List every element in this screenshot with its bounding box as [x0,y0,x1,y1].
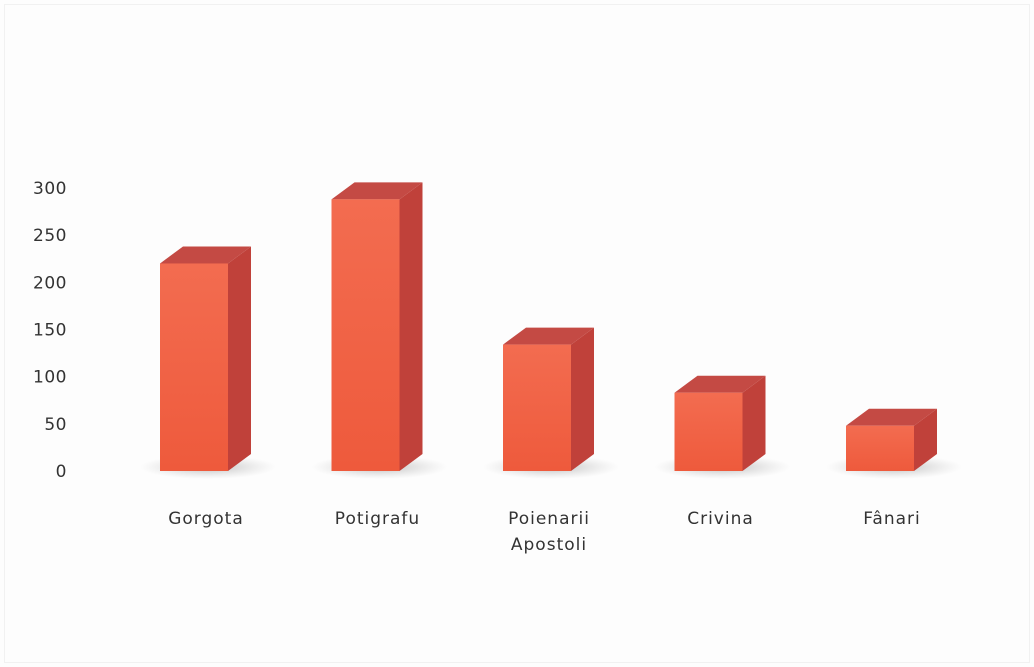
bar [140,246,276,479]
bar [311,182,448,479]
x-tick-label: Gorgota [168,509,244,529]
bar-side [742,375,766,471]
x-tick-label: Crivina [687,509,754,529]
y-tick-label: 0 [56,462,67,482]
bar-front [160,263,228,471]
bar-top [674,375,766,393]
bar-top [160,246,251,264]
bars [140,182,962,479]
y-tick-label: 150 [33,321,67,341]
bar-top [331,182,423,200]
y-tick-label: 300 [33,179,67,199]
bar [654,375,791,479]
x-tick-label: Poienarii Apostoli [508,509,590,555]
bar-side [571,327,594,471]
x-tick-label: Fânari [863,509,921,529]
bar-side [914,408,937,471]
bar-front [846,425,914,471]
bar [483,327,619,479]
bar-top [503,327,594,345]
x-tick-label: Potigrafu [335,509,420,529]
y-tick-label: 100 [33,368,67,388]
y-tick-label: 200 [33,273,67,293]
bar-front [503,344,571,471]
bar-side [228,246,251,471]
bar-top [846,408,937,426]
y-axis: 0 50 100 150 200 250 300 [33,179,67,482]
bar [826,408,962,479]
y-tick-label: 50 [44,415,67,435]
bar-front [674,392,743,471]
x-axis: Gorgota Potigrafu Poienarii Apostoli Crivina… [168,509,921,555]
bar-front [331,199,400,471]
y-tick-label: 250 [33,226,67,246]
bar-side [399,182,423,471]
